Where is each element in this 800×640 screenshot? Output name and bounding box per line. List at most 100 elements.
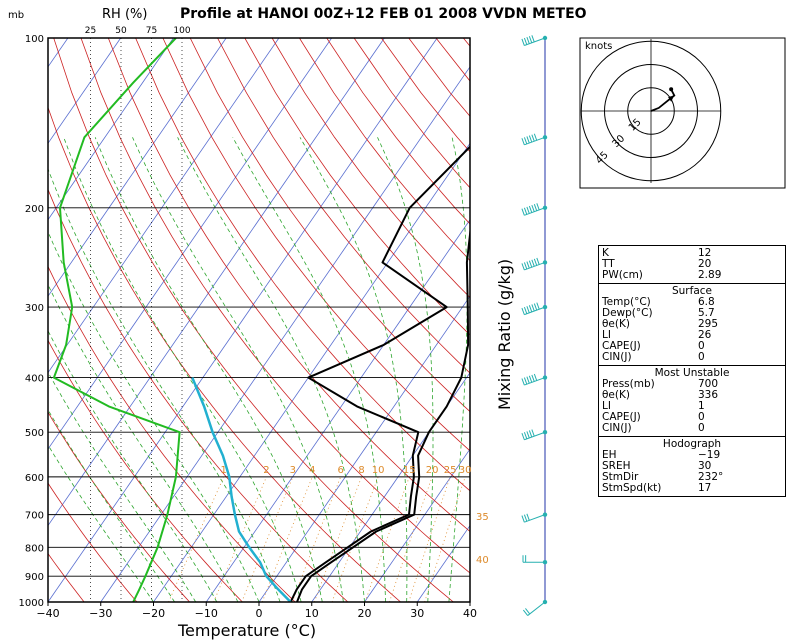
dry-adiabat-line [48,106,401,602]
mu-cin-value: 0 [698,422,705,434]
dry-adiabat-line [48,339,243,602]
wind-barb-feather [528,375,533,383]
wind-barb-feather [521,138,525,146]
mixing-ratio-line [261,476,313,602]
mu-thetae-value: 336 [698,389,719,401]
isotherm-line [48,38,438,602]
wind-barb-shaft [524,261,546,271]
wind-barb-feather [523,137,528,145]
dry-adiabat-line [80,38,470,574]
wind-barb-feather [525,608,531,615]
wind-barb-feather [523,37,528,45]
wind-barb-feather [521,38,525,46]
stats-panel: K 12 TT 20 PW(cm) 2.89 Surface Temp(°C) 6.8 … [598,245,786,497]
hodo-stmdir-label: StmDir [602,471,639,483]
wind-barb-feather [533,303,538,311]
isotherm-line [311,371,470,602]
wind-barb-feather [528,260,533,268]
wind-barb-feather [536,302,540,310]
mu-cin-label: CIN(J) [602,422,632,434]
wind-barb-feather [523,207,528,215]
moist-adiabat-line [448,137,468,602]
dry-adiabat-line [48,482,138,602]
sfc-dewp-label: Dewp(°C) [602,307,653,319]
mixing-ratio-lines [168,476,466,602]
stat-pw-label: PW(cm) [602,269,643,281]
mixing-ratio-tick-label: 4 [309,465,315,476]
dry-adiabat-line [53,38,454,602]
wind-barb-feather [531,429,535,437]
hodo-eh-value: −19 [698,449,721,461]
wind-barb-feather [531,134,535,142]
theta-e-label: 35 [476,512,489,523]
sfc-li-label: LI [602,329,611,341]
mixing-ratio-tick-label: 30 [459,465,472,476]
pressure-tick-label: 600 [25,473,44,484]
stats-unstable: Most Unstable Press(mb) 700 θe(K) 336 LI 1 … [599,365,785,436]
sfc-thetae-value: 295 [698,318,719,330]
moist-adiabats [48,137,470,602]
pressure-tick-labels: 100 200 300 400 500 600 700 800 900 1000 [19,34,44,609]
moist-adiabat-line [48,283,239,602]
mixing-ratio-labels: 1 2 3 4 6 8 10 15 20 25 30 35 40 [221,465,489,566]
moist-adiabat-line [48,371,197,602]
moist-adiabat-line [299,137,408,602]
mixing-ratio-tick-label: 10 [372,465,385,476]
stat-row: CAPE(J) 0 [602,341,782,352]
wind-barb-feather [531,259,535,267]
x-tick-label: 40 [463,607,477,620]
mixing-ratio-line [389,476,433,602]
series-line-temperature [296,225,470,602]
mu-li-value: 1 [698,400,705,412]
dry-adiabat-line [162,38,470,452]
wind-barb-feather [526,206,530,214]
moist-adiabat-line [63,137,302,602]
wind-barb-feather [531,304,535,312]
wind-barb-feather [522,609,529,616]
dry-adiabat-line [107,38,470,533]
hodo-stmspd-label: StmSpd(kt) [602,482,662,494]
dry-adiabat-line [271,38,470,299]
chart-title: Profile at HANOI 00Z+12 FEB 01 2008 VVDN… [180,6,587,22]
pressure-tick-label: 400 [25,374,44,385]
mixing-ratio-line [424,476,466,602]
stat-row: LI 26 [602,330,782,341]
stat-row: EH −19 [602,450,782,461]
wind-barb-feather [533,133,538,141]
x-axis-label: Temperature (°C) [177,621,316,640]
mixing-ratio-tick-label: 8 [358,465,364,476]
wind-barb-feather [531,374,535,382]
stats-hodograph: Hodograph EH −19 SREH 30 StmDir 232° StmSpd… [599,436,785,496]
unit-mb-label: mb [8,10,24,21]
hodo-stmdir-value: 232° [698,471,724,483]
rh-tick-label: 50 [115,26,127,36]
mixing-ratio-tick-label: 3 [290,465,296,476]
wind-barb-feather [533,258,538,266]
dry-adiabat-line [189,38,470,413]
rh-tick-label: 25 [85,26,96,36]
mixing-ratio-tick-label: 2 [263,465,269,476]
mixing-ratio-tick-label: 20 [426,465,439,476]
wind-barb-feather [531,204,535,212]
moist-adiabat-line [232,137,386,602]
x-tick-label: −40 [36,607,59,620]
wind-barb-feather [521,263,525,271]
wind-barb-shaft [527,601,546,616]
rh-tick-label: 100 [173,26,190,36]
isobars [48,38,470,602]
isotherm-line [48,38,332,450]
mu-press-label: Press(mb) [602,378,655,390]
mixing-ratio-label: Mixing Ratio (g/kg) [495,259,514,410]
wind-barb-feather [523,377,528,385]
pressure-tick-label: 100 [25,34,44,45]
hodograph-arrowhead [668,95,675,102]
wind-barb-feather [526,36,530,44]
dry-adiabat-line [48,411,190,602]
moist-adiabat-line [132,137,344,602]
unstable-header: Most Unstable [654,367,730,379]
wind-barb-feather [526,261,530,269]
surface-header: Surface [671,285,712,297]
mixing-ratio-line [364,476,410,602]
mixing-ratio-tick-label: 25 [444,465,457,476]
wind-barb-feather [531,35,535,43]
